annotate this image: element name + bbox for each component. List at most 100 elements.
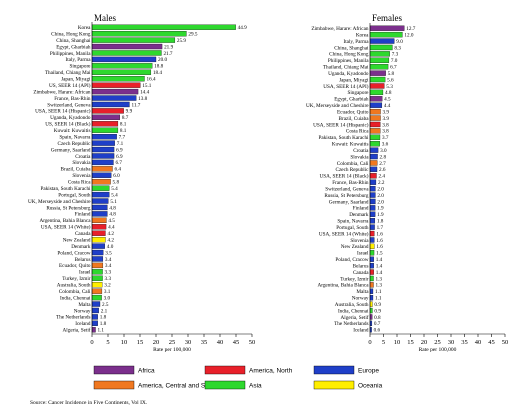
bar: [91, 256, 104, 262]
category-label: Switzerland, Geneva: [47, 102, 91, 108]
value-label: 1.1: [98, 328, 105, 334]
category-label: Slovenia: [350, 238, 369, 244]
bar: [91, 56, 157, 63]
bar: [369, 96, 383, 102]
value-label: 2.0: [377, 193, 384, 199]
x-tick-label: 40: [475, 339, 482, 346]
value-label: 4.0: [107, 244, 114, 250]
bar: [369, 44, 393, 51]
category-label: Pakistan, South Karachi: [319, 135, 370, 141]
bar: [369, 134, 381, 140]
value-label: 0.6: [374, 328, 381, 334]
category-label: US, SEER 14 (API): [49, 82, 91, 89]
category-label: India, Chennai: [338, 308, 369, 314]
value-label: 3.3: [105, 276, 112, 282]
bar: [369, 57, 390, 63]
category-label: Australia, South: [335, 302, 369, 308]
value-label: 3.2: [104, 283, 111, 289]
bar: [91, 249, 104, 256]
category-label: Belarus: [353, 263, 369, 269]
bar: [91, 43, 163, 50]
value-label: 2.6: [379, 167, 386, 173]
category-label: Thailand, Chiang Mai: [45, 70, 91, 76]
category-label: Czech Republic: [58, 141, 92, 147]
legend-swatch: [204, 365, 246, 375]
category-label: France, Bas-Rhin: [332, 180, 369, 186]
bar: [91, 204, 108, 211]
category-label: Canada: [353, 270, 369, 276]
value-label: 8.3: [394, 45, 401, 51]
category-label: China, Shanghai: [56, 38, 91, 44]
category-label: Philippines, Manila: [50, 51, 91, 57]
bar: [369, 160, 378, 166]
category-label: Norway: [74, 308, 91, 314]
value-label: 14.4: [140, 89, 149, 95]
category-label: The Netherlands: [56, 315, 90, 321]
category-label: New Zealand: [63, 237, 91, 243]
value-label: 11.7: [131, 102, 140, 108]
x-tick-label: 30: [448, 339, 455, 346]
value-label: 3.7: [382, 135, 389, 141]
category-label: Uganda, Kyadondo: [50, 115, 91, 121]
value-label: 7.0: [391, 58, 398, 64]
value-label: 2.0: [377, 199, 384, 205]
bar: [91, 76, 145, 82]
value-label: 9.0: [396, 39, 403, 45]
value-label: 21.9: [164, 44, 173, 50]
value-label: 0.7: [374, 321, 381, 327]
value-label: 8.1: [120, 128, 127, 134]
category-label: Costa Rica: [68, 180, 91, 186]
value-label: 0.8: [374, 315, 381, 321]
category-label: Denmark: [349, 212, 369, 218]
category-label: Brazil, Cuiaba: [61, 167, 92, 173]
value-label: 1.6: [376, 231, 383, 237]
x-tick-label: 25: [434, 339, 441, 346]
bar: [91, 294, 102, 301]
bar: [91, 140, 115, 146]
value-label: 6.4: [114, 167, 121, 173]
bar: [91, 301, 101, 307]
category-label: USA, SEER 14 (White): [41, 224, 91, 231]
category-label: Croatia: [353, 148, 369, 154]
bar: [369, 64, 389, 70]
value-label: 1.7: [377, 225, 384, 231]
bar: [369, 108, 381, 115]
bar: [369, 173, 377, 179]
category-label: Korea: [78, 25, 91, 31]
x-tick-label: 45: [233, 339, 240, 346]
bar: [369, 218, 376, 224]
value-label: 2.4: [378, 174, 385, 180]
bar: [369, 153, 378, 160]
value-label: 12.0: [404, 32, 413, 38]
value-label: 4.8: [109, 205, 116, 211]
value-label: 4.4: [108, 225, 115, 231]
bar: [369, 141, 380, 147]
bar: [91, 146, 115, 153]
value-label: 2.7: [379, 161, 386, 167]
bar: [91, 243, 105, 249]
panel-title: Females: [372, 13, 402, 23]
value-label: 4.5: [384, 97, 391, 103]
category-label: Russia, St Petersburg: [46, 205, 91, 211]
bar: [91, 30, 187, 37]
category-label: New Zealand: [341, 244, 369, 250]
category-label: Turkey, Izmir: [62, 276, 91, 282]
value-label: 5.8: [113, 180, 120, 186]
bar: [91, 127, 119, 133]
bar: [91, 236, 106, 243]
category-label: Poland, Cracow: [57, 250, 90, 256]
value-label: 12.7: [406, 26, 415, 32]
value-label: 2.5: [102, 302, 109, 308]
bar: [91, 262, 104, 269]
value-label: 1.8: [100, 315, 107, 321]
value-label: 2.0: [377, 186, 384, 192]
x-tick-label: 30: [185, 339, 192, 346]
bar: [91, 159, 114, 166]
value-label: 6.0: [113, 173, 120, 179]
category-label: Zimbabwe, Harare: African: [33, 88, 91, 95]
category-label: Colombia, Cali: [337, 161, 369, 167]
bar: [369, 237, 375, 243]
bar: [91, 327, 96, 333]
category-label: Denmark: [71, 244, 91, 250]
value-label: 29.5: [188, 31, 197, 37]
